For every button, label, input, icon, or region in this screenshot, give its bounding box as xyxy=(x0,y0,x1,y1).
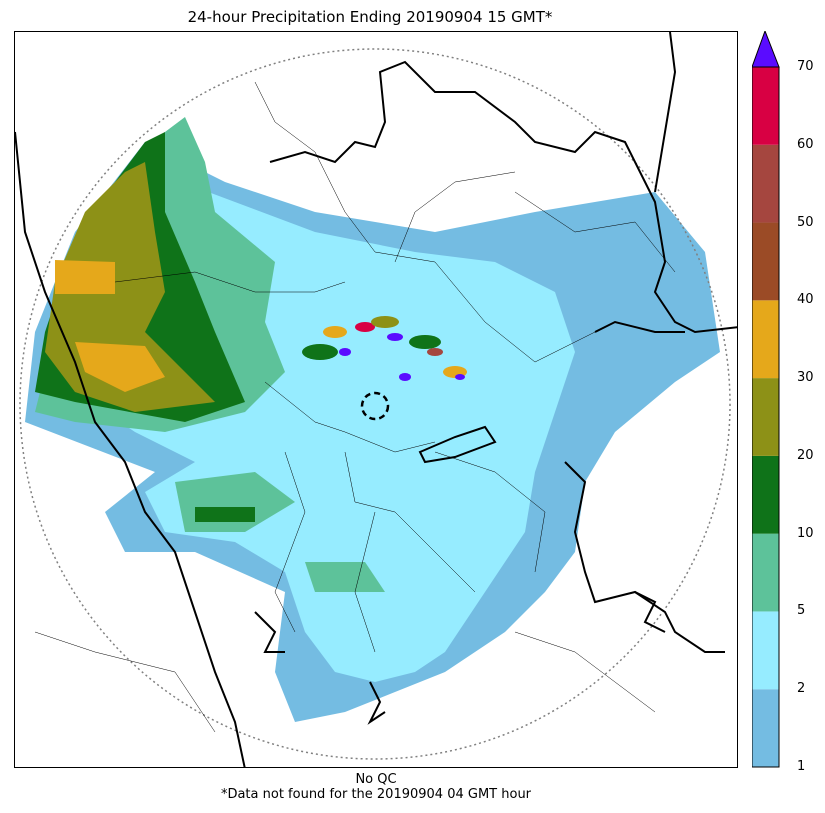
radar-site-marker xyxy=(360,391,390,421)
district-boundaries xyxy=(34,81,676,733)
colorbar-tick-label: 40 xyxy=(797,292,814,308)
colorbar-tick-label: 70 xyxy=(797,59,814,74)
missing-data-note: *Data not found for the 20190904 04 GMT … xyxy=(220,787,532,802)
storm-cells xyxy=(302,316,467,381)
colorbar-tick-label: 60 xyxy=(797,136,814,152)
precip-area-30-40-b xyxy=(75,342,165,392)
colorbar-tick-label: 10 xyxy=(797,525,814,541)
colorbar-tick-label: 1 xyxy=(797,759,806,774)
precip-area-10-20-b xyxy=(195,507,255,522)
radar-range-ring xyxy=(19,48,731,760)
colorbar-segment xyxy=(752,67,779,145)
colorbar-segment xyxy=(752,378,779,456)
colorbar-tick-label: 50 xyxy=(797,214,814,230)
colorbar-segment xyxy=(752,300,779,379)
colorbar-segment xyxy=(752,455,779,534)
colorbar-overflow-arrow xyxy=(751,29,780,68)
colorbar-tick-label: 30 xyxy=(797,370,814,386)
precipitation-map xyxy=(14,31,738,768)
precip-colorbar xyxy=(751,29,812,771)
colorbar-segment xyxy=(752,222,779,301)
colorbar-segment xyxy=(752,144,779,223)
qc-status-text: No QC xyxy=(355,772,397,787)
precip-area-30-40 xyxy=(55,260,115,294)
colorbar-tick-label: 20 xyxy=(797,447,814,463)
map-title: 24-hour Precipitation Ending 20190904 15… xyxy=(187,8,553,26)
colorbar-segment xyxy=(752,533,779,612)
colorbar-segment xyxy=(752,611,779,690)
colorbar-segment xyxy=(752,689,779,767)
colorbar-tick-label: 5 xyxy=(797,603,806,619)
precip-area-5-10-c xyxy=(305,562,385,592)
state-boundaries xyxy=(15,32,737,767)
colorbar-tick-label: 2 xyxy=(797,681,806,697)
